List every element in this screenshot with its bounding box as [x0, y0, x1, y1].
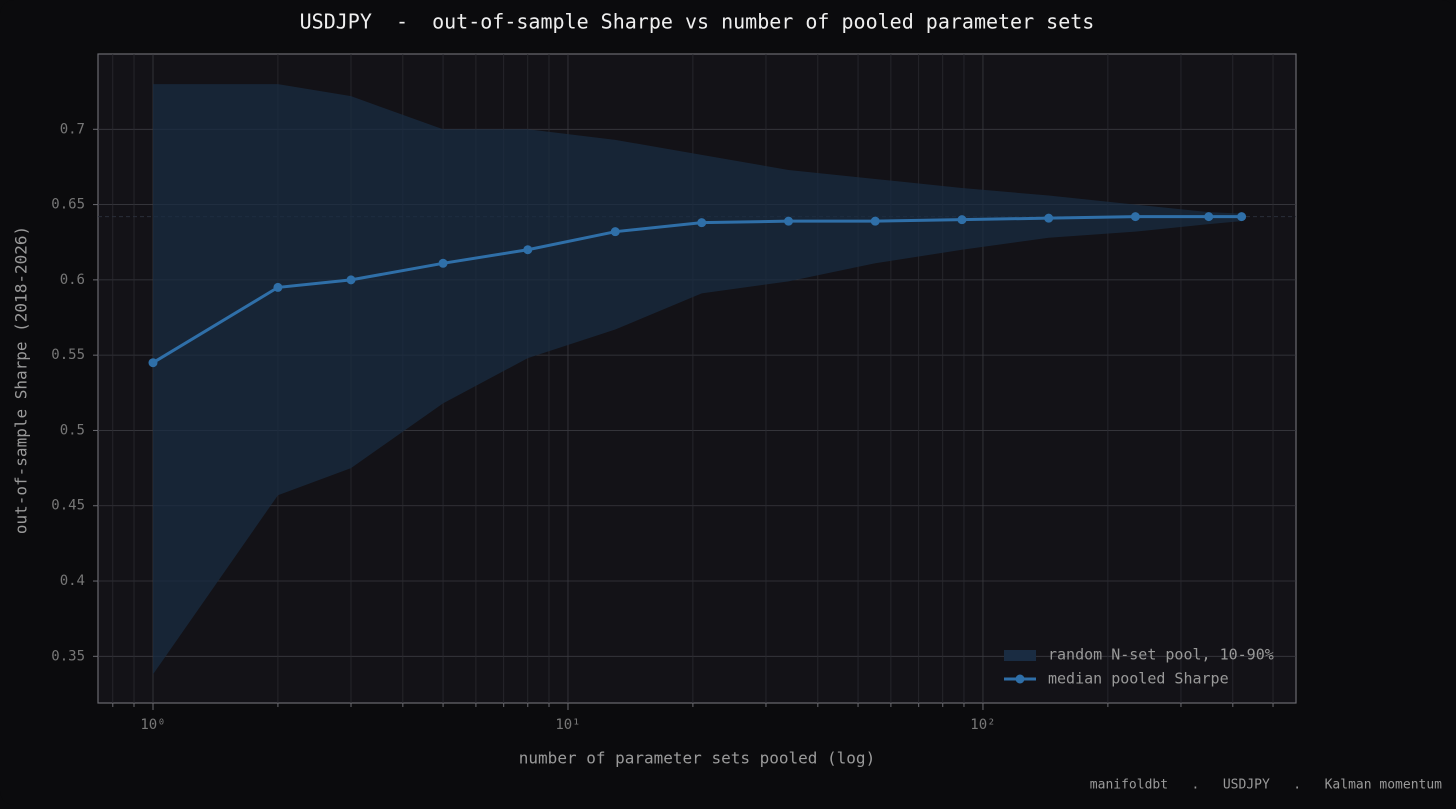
legend-label: median pooled Sharpe	[1048, 670, 1229, 688]
marker	[1130, 212, 1140, 222]
y-tick-label: 0.35	[51, 648, 85, 664]
x-axis-label: number of parameter sets pooled (log)	[519, 749, 875, 768]
marker	[523, 245, 533, 255]
y-tick-label: 0.7	[60, 121, 85, 137]
marker	[346, 275, 356, 285]
y-tick-label: 0.4	[60, 573, 85, 589]
marker	[957, 215, 967, 225]
x-tick-label: 10¹	[555, 717, 580, 733]
x-tick-label: 10²	[970, 717, 995, 733]
y-axis-label: out-of-sample Sharpe (2018-2026)	[12, 226, 31, 534]
marker	[610, 227, 620, 237]
legend-swatch	[1015, 674, 1025, 684]
marker	[1204, 212, 1214, 222]
y-tick-label: 0.45	[51, 498, 85, 514]
legend-label: random N-set pool, 10-90%	[1048, 646, 1274, 664]
marker	[697, 218, 707, 228]
marker	[870, 216, 880, 226]
y-tick-label: 0.55	[51, 347, 85, 363]
marker	[148, 358, 158, 368]
x-tick-label: 10⁰	[140, 717, 165, 733]
marker	[784, 216, 794, 226]
marker	[438, 258, 448, 268]
marker	[1237, 212, 1247, 222]
y-tick-label: 0.5	[60, 422, 85, 438]
chart-title: USDJPY - out-of-sample Sharpe vs number …	[300, 10, 1095, 34]
line	[152, 215, 1242, 364]
y-tick-label: 0.6	[60, 272, 85, 288]
y-tick-label: 0.65	[51, 197, 85, 213]
band	[152, 84, 1242, 675]
marker	[1044, 213, 1054, 223]
footer: manifoldbt . USDJPY . Kalman momentum	[1090, 778, 1442, 793]
marker	[273, 282, 283, 292]
legend-swatch	[1004, 650, 1036, 661]
